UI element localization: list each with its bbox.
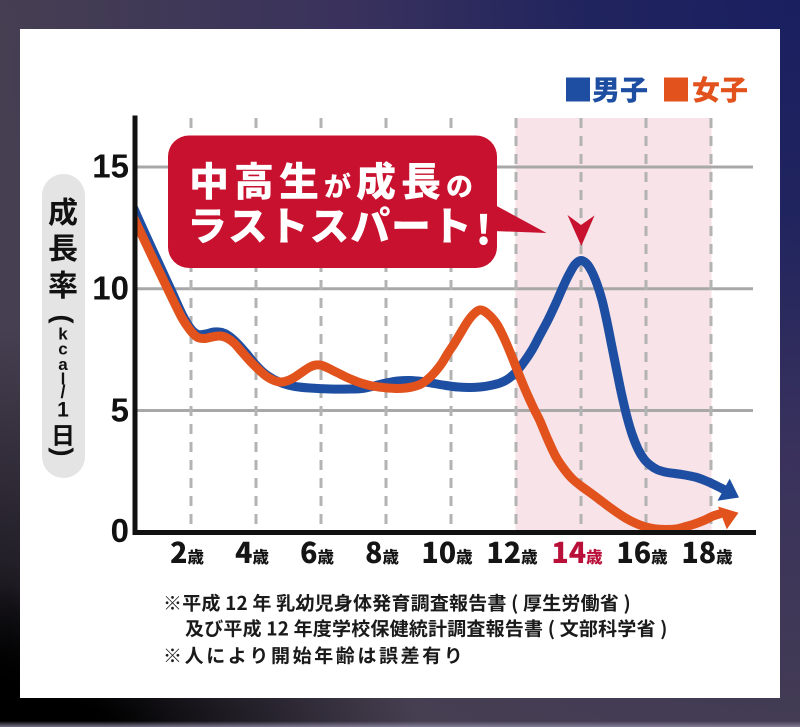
svg-text:k: k (58, 325, 68, 344)
svg-text:c: c (58, 340, 67, 359)
svg-text:l: l (61, 370, 66, 389)
svg-text:a: a (58, 355, 68, 374)
svg-text:5: 5 (111, 391, 129, 428)
svg-text:(: ( (48, 315, 78, 324)
svg-text:1: 1 (57, 399, 69, 422)
svg-text:10: 10 (92, 270, 129, 307)
svg-text:15: 15 (92, 148, 129, 185)
svg-text:/: / (60, 382, 65, 402)
svg-text:): ) (48, 448, 78, 457)
svg-text:0: 0 (111, 512, 129, 549)
